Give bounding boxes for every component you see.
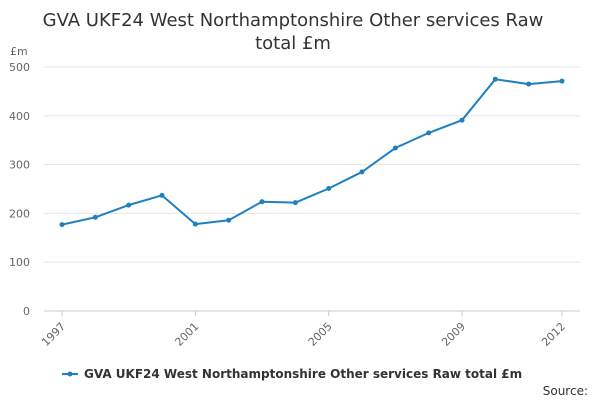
chart-title-line-1: GVA UKF24 West Northamptonshire Other se… [43,10,544,31]
data-point-2001[interactable] [192,221,198,227]
data-point-2004[interactable] [292,200,298,206]
data-point-2012[interactable] [559,78,565,84]
x-tick-label: 1997 [39,320,68,349]
legend-point-marker [67,371,73,377]
data-point-2007[interactable] [392,145,398,151]
data-point-2000[interactable] [159,192,165,198]
source-label: Source: [543,384,588,398]
y-axis-ticks: 0 100 200 300 400 500 [9,61,30,318]
x-tick-label: 2001 [172,320,201,349]
y-tick-label: 100 [9,256,30,269]
y-tick-label: 0 [23,305,30,318]
data-point-2011[interactable] [526,81,532,87]
data-point-2010[interactable] [492,76,498,82]
data-point-2003[interactable] [259,199,265,205]
data-point-1998[interactable] [92,214,98,220]
series-group [59,76,565,228]
data-point-2002[interactable] [226,217,232,223]
x-tick-label: 2009 [439,320,468,349]
data-point-2009[interactable] [459,117,465,123]
y-axis-unit-label: £m [10,45,28,58]
x-axis-ticks: 1997 2001 2005 2009 2012 [39,310,580,349]
data-point-1997[interactable] [59,222,65,228]
data-point-2005[interactable] [326,186,332,192]
chart-title-line-2: total £m [255,33,331,54]
legend: GVA UKF24 West Northamptonshire Other se… [62,367,522,381]
y-tick-label: 500 [9,61,30,74]
data-point-2006[interactable] [359,169,365,175]
y-tick-label: 400 [9,110,30,123]
gridlines [44,66,580,312]
series-line-0 [61,78,563,226]
data-point-1999[interactable] [126,202,132,208]
x-tick-label: 2005 [306,320,335,349]
y-tick-label: 300 [9,159,30,172]
data-point-2008[interactable] [426,130,432,136]
y-tick-label: 200 [9,207,30,220]
legend-label: GVA UKF24 West Northamptonshire Other se… [84,367,522,381]
x-tick-label: 2012 [539,320,568,349]
